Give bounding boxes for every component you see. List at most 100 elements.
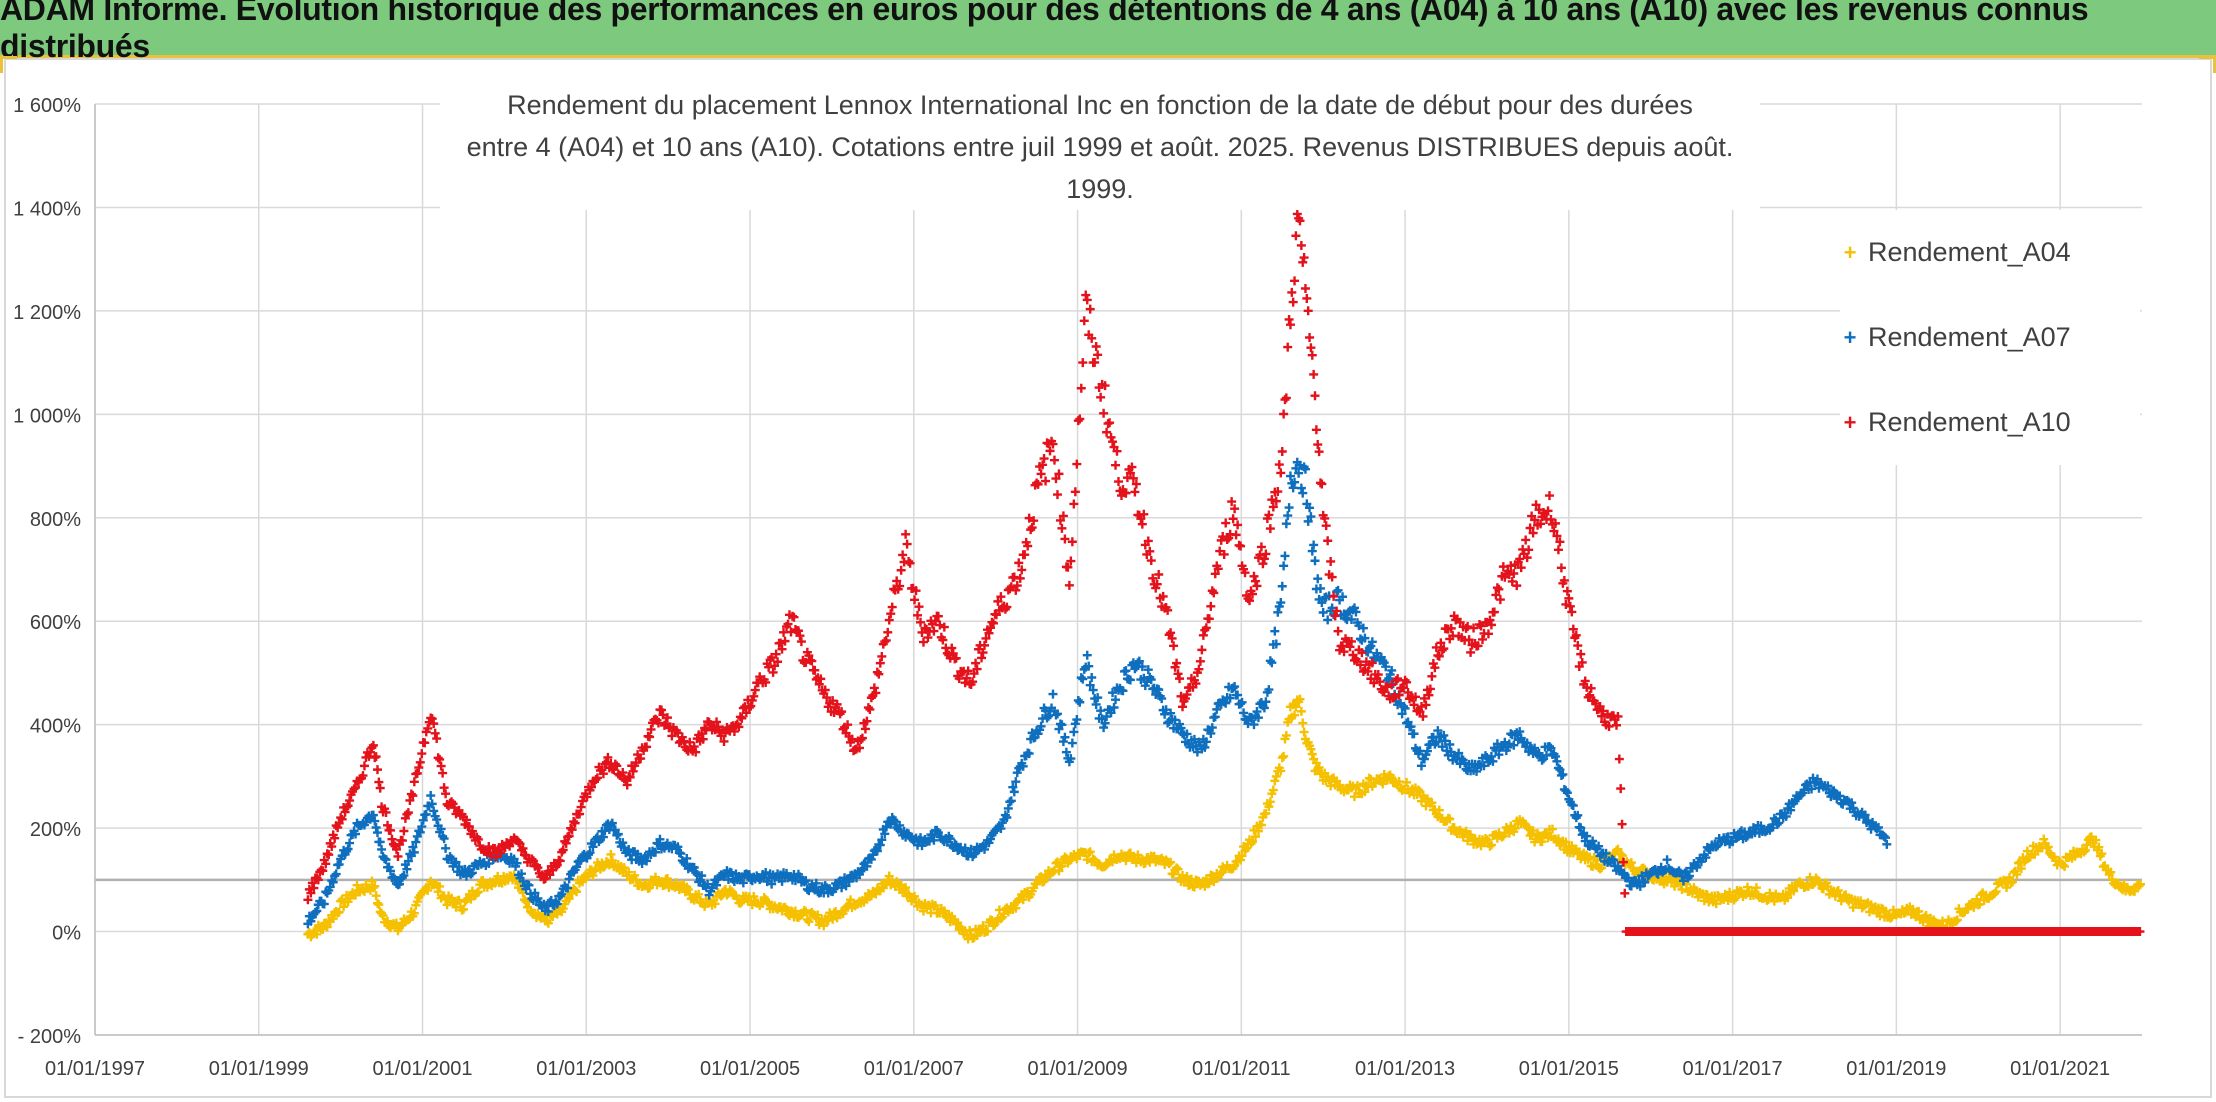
data-point-rendement-a07 <box>600 826 610 836</box>
data-point-rendement-a07 <box>933 828 943 838</box>
data-point-rendement-a04 <box>1172 863 1182 873</box>
data-point-rendement-a10 <box>847 734 857 744</box>
data-point-rendement-a07 <box>1078 674 1088 684</box>
data-point-rendement-a07 <box>381 855 391 865</box>
data-point-rendement-a10 <box>1586 683 1596 693</box>
data-point-rendement-a04 <box>1537 837 1547 847</box>
data-point-rendement-a10 <box>962 673 972 683</box>
data-point-rendement-a07 <box>1207 723 1217 733</box>
data-point-rendement-a10 <box>1081 290 1091 300</box>
data-point-rendement-a10 <box>1230 504 1240 514</box>
data-point-rendement-a10 <box>777 644 787 654</box>
data-point-rendement-a04 <box>630 870 640 880</box>
data-point-rendement-a07 <box>1515 727 1525 737</box>
data-point-rendement-a10 <box>327 842 337 852</box>
data-point-rendement-a10 <box>1332 606 1342 616</box>
x-tick-label: 01/01/2019 <box>1846 1058 1946 1080</box>
data-point-rendement-a10 <box>358 771 368 781</box>
data-point-rendement-a10 <box>1477 634 1487 644</box>
data-point-rendement-a10 <box>622 780 632 790</box>
data-point-rendement-a10 <box>336 813 346 823</box>
data-point-rendement-a07 <box>761 867 771 877</box>
data-point-rendement-a10 <box>1227 497 1237 507</box>
data-point-rendement-a10 <box>575 809 585 819</box>
data-point-rendement-a10 <box>1222 535 1232 545</box>
data-point-rendement-a10 <box>1311 425 1321 435</box>
data-point-rendement-a07 <box>1230 682 1240 692</box>
data-point-rendement-a04 <box>978 921 988 931</box>
data-point-rendement-a10 <box>923 633 933 643</box>
data-point-rendement-a04 <box>1290 710 1300 720</box>
data-point-rendement-a10 <box>887 602 897 612</box>
data-point-rendement-a10 <box>1247 589 1257 599</box>
data-point-rendement-a10 <box>1571 630 1581 640</box>
data-point-rendement-a07 <box>1134 656 1144 666</box>
data-point-rendement-a07 <box>1008 782 1018 792</box>
data-point-rendement-a10 <box>1287 287 1297 297</box>
data-point-rendement-a10 <box>1221 518 1231 528</box>
data-point-rendement-a10 <box>1329 591 1339 601</box>
data-point-rendement-a04 <box>799 905 809 915</box>
data-point-rendement-a07 <box>1111 695 1121 705</box>
data-point-rendement-a10 <box>977 653 987 663</box>
data-point-rendement-a10 <box>968 677 978 687</box>
data-point-rendement-a04 <box>1742 882 1752 892</box>
data-point-rendement-a10 <box>1273 487 1283 497</box>
data-point-rendement-a10 <box>1121 488 1131 498</box>
data-point-rendement-a10 <box>309 883 319 893</box>
data-point-rendement-a07 <box>872 846 882 856</box>
data-point-rendement-a10 <box>1002 602 1012 612</box>
data-point-rendement-a10 <box>918 637 928 647</box>
data-point-rendement-a07 <box>1130 664 1140 674</box>
data-point-rendement-a10 <box>1295 216 1305 226</box>
data-point-rendement-a10 <box>729 726 739 736</box>
data-point-rendement-a07 <box>642 856 652 866</box>
data-point-rendement-a10 <box>1614 754 1624 764</box>
data-point-rendement-a10 <box>1127 462 1137 472</box>
data-point-rendement-a10 <box>1577 657 1587 667</box>
data-point-rendement-a10 <box>883 627 893 637</box>
data-point-rendement-a10 <box>1078 358 1088 368</box>
data-point-rendement-a10 <box>1486 620 1496 630</box>
data-point-rendement-a10 <box>816 674 826 684</box>
data-point-rendement-a10 <box>610 759 620 769</box>
data-point-rendement-a07 <box>799 877 809 887</box>
data-point-rendement-a10 <box>1091 341 1101 351</box>
data-point-rendement-a07 <box>1537 755 1547 765</box>
data-point-rendement-a10 <box>1073 416 1083 426</box>
data-point-rendement-a07 <box>421 809 431 819</box>
data-point-rendement-a04 <box>645 883 655 893</box>
data-point-rendement-a10 <box>892 576 902 586</box>
chart-legend: + Rendement_A04 + Rendement_A07 + Rendem… <box>1840 210 2140 465</box>
data-point-rendement-a10 <box>1274 460 1284 470</box>
data-point-rendement-a07 <box>1847 798 1857 808</box>
data-point-rendement-a04 <box>2130 886 2140 896</box>
data-point-rendement-a10 <box>324 850 334 860</box>
chart-title: Rendement du placement Lennox Internatio… <box>440 84 1760 210</box>
data-point-rendement-a10 <box>368 740 378 750</box>
data-point-rendement-a04 <box>433 887 443 897</box>
data-point-rendement-a10 <box>1064 580 1074 590</box>
data-point-rendement-a04 <box>1307 749 1317 759</box>
data-point-rendement-a10 <box>1305 332 1315 342</box>
corner-marker <box>2199 56 2216 73</box>
data-point-rendement-a10 <box>1303 306 1313 316</box>
data-point-rendement-a10 <box>1012 581 1022 591</box>
data-point-rendement-a04 <box>2060 861 2070 871</box>
data-point-rendement-a10 <box>1296 240 1306 250</box>
data-point-rendement-a07 <box>1061 747 1071 757</box>
data-point-rendement-a07 <box>533 893 543 903</box>
data-point-rendement-a04 <box>1298 718 1308 728</box>
data-point-rendement-a07 <box>1640 877 1650 887</box>
data-point-rendement-a07 <box>1228 683 1238 693</box>
data-point-rendement-a10 <box>527 854 537 864</box>
data-point-rendement-a10 <box>1102 427 1112 437</box>
data-point-rendement-a07 <box>1387 665 1397 675</box>
data-point-rendement-a04 <box>2002 883 2012 893</box>
data-point-rendement-a07 <box>1221 698 1231 708</box>
data-point-rendement-a10 <box>874 669 884 679</box>
data-point-rendement-a10 <box>402 809 412 819</box>
data-point-rendement-a04 <box>578 877 588 887</box>
data-point-rendement-a10 <box>1530 515 1540 525</box>
data-point-rendement-a07 <box>1573 810 1583 820</box>
